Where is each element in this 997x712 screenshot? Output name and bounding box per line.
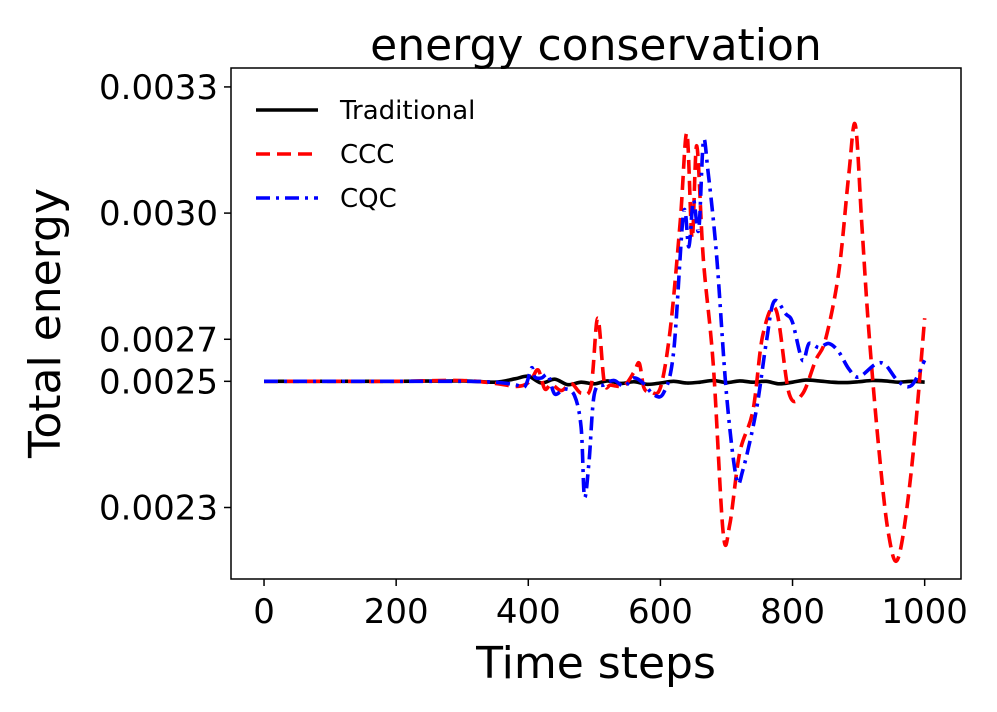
x-tick-label: 0 [253,592,275,632]
y-tick-label: 0.0030 [99,194,218,234]
x-tick-label: 200 [364,592,429,632]
x-tick-label: 1000 [881,592,968,632]
series-line-cqc [264,137,927,500]
plot-frame [230,67,962,580]
x-tick-label: 400 [496,592,561,632]
y-tick-label: 0.0027 [99,320,218,360]
series-layer [264,121,927,563]
x-axis-label: Time steps [475,638,716,689]
x-tick-label: 600 [628,592,693,632]
y-tick-label: 0.0023 [99,489,218,529]
series-line-traditional [264,374,925,387]
legend: Traditional CCC CQC [256,96,475,214]
legend-label-cqc: CQC [340,184,397,214]
plot-area [230,67,962,580]
chart-title: energy conservation [370,20,822,71]
series-line-ccc [264,121,927,563]
x-tick-label: 800 [760,592,825,632]
legend-label-ccc: CCC [340,140,394,170]
y-tick-label: 0.0025 [99,362,218,402]
y-tick-label: 0.0033 [99,68,218,108]
y-axis-label: Total energy [20,188,71,459]
x-axis: 0 200 400 600 800 1000 [253,579,968,632]
legend-label-traditional: Traditional [339,96,475,126]
